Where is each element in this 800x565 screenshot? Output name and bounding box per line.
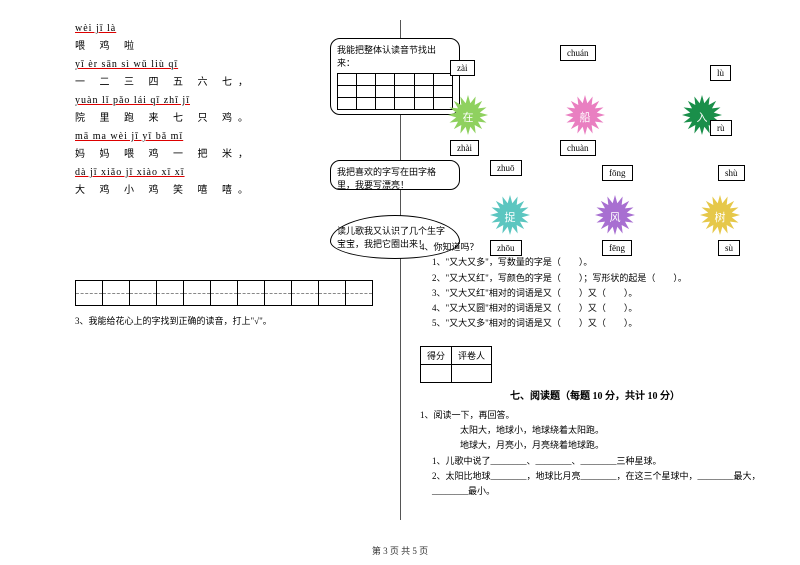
reviewer-header: 评卷人 xyxy=(452,346,492,364)
score-header: 得分 xyxy=(421,346,452,364)
q4-item: 2、"又大又红"，写颜色的字是（ ）；写形状的起是（ ）。 xyxy=(420,271,770,286)
burst-shape: 在 xyxy=(448,95,488,135)
burst-label: 风 xyxy=(595,209,635,225)
pinyin-option: chuàn xyxy=(560,140,596,156)
burst-label: 树 xyxy=(700,209,740,225)
pinyin-row: yī èr sān sì wǔ liù qī xyxy=(75,59,178,70)
page: wèi jī là 喂 鸡 啦 yī èr sān sì wǔ liù qī 一… xyxy=(0,0,800,565)
section-7-title: 七、阅读题（每题 10 分，共计 10 分） xyxy=(420,387,770,402)
q4-item: 3、"又大又红"相对的词语是又（ ）又（ ）。 xyxy=(420,286,770,301)
q4-item: 5、"又大又多"相对的词语是又（ ）又（ ）。 xyxy=(420,316,770,331)
burst-shape: 风 xyxy=(595,195,635,235)
burst-label: 船 xyxy=(565,109,605,125)
reading-block: 1、阅读一下，再回答。 太阳大，地球小，地球绕着太阳跑。 地球大，月亮小，月亮绕… xyxy=(420,408,770,500)
pinyin-row: yuàn lǐ pǎo lái qī zhī jī xyxy=(75,95,190,106)
pinyin-option: zhài xyxy=(450,140,479,156)
pinyin-option: shù xyxy=(718,165,745,181)
pinyin-match-diagram: 在船入捉风树zàichuánlùzhàichuànrùzhuōfōngshùzh… xyxy=(420,20,760,230)
left-column: wèi jī là 喂 鸡 啦 yī èr sān sì wǔ liù qī 一… xyxy=(75,20,380,327)
score-table: 得分 评卷人 xyxy=(420,346,492,383)
tianzige-grid xyxy=(75,280,373,306)
question-3: 3、我能给花心上的字找到正确的读音，打上"√"。 xyxy=(75,314,380,327)
pinyin-option: zhōu xyxy=(490,240,522,256)
reading-line: 太阳大，地球小，地球绕着太阳跑。 xyxy=(420,423,770,438)
burst-label: 在 xyxy=(448,109,488,125)
pinyin-row: wèi jī là xyxy=(75,23,116,34)
reading-q: 1、儿歌中说了________、________、________三种星球。 xyxy=(420,454,770,469)
burst-label: 捉 xyxy=(490,209,530,225)
q4-item: 4、"又大又圆"相对的词语是又（ ）又（ ）。 xyxy=(420,301,770,316)
q4-item: 1、"又大又多"，写数量的字是（ ）。 xyxy=(420,255,770,270)
pinyin-option: fēng xyxy=(602,240,632,256)
pinyin-option: chuán xyxy=(560,45,596,61)
pinyin-option: lù xyxy=(710,65,731,81)
pinyin-option: zhuō xyxy=(490,160,522,176)
page-footer: 第 3 页 共 5 页 xyxy=(0,544,800,557)
right-column: 在船入捉风树zàichuánlùzhàichuànrùzhuōfōngshùzh… xyxy=(420,20,770,500)
pinyin-option: zài xyxy=(450,60,475,76)
reading-line: 地球大，月亮小，月亮绕着地球跑。 xyxy=(420,438,770,453)
pinyin-row: mā ma wèi jī yī bǎ mǐ xyxy=(75,131,183,142)
reading-title: 1、阅读一下，再回答。 xyxy=(420,408,770,423)
burst-shape: 树 xyxy=(700,195,740,235)
pinyin-option: rù xyxy=(710,120,732,136)
burst-shape: 船 xyxy=(565,95,605,135)
pinyin-option: fōng xyxy=(602,165,633,181)
pinyin-row: dà jī xiǎo jī xiào xī xī xyxy=(75,167,185,178)
pinyin-option: sù xyxy=(718,240,740,256)
reading-q: 2、太阳比地球________，地球比月亮________，在这三个星球中，__… xyxy=(420,469,770,500)
burst-shape: 捉 xyxy=(490,195,530,235)
